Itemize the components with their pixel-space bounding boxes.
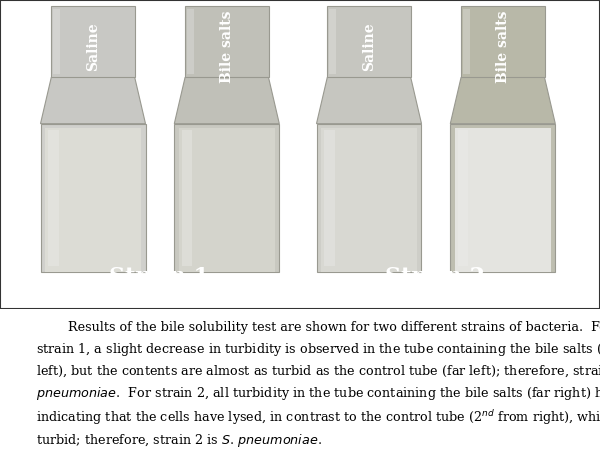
Bar (52, 6, 135, 77)
Bar (324, 130, 335, 266)
Text: Saline: Saline (362, 22, 376, 71)
Text: Saline: Saline (86, 22, 100, 71)
Polygon shape (450, 77, 556, 124)
Bar (461, 6, 545, 77)
Bar (317, 124, 421, 272)
Bar (322, 128, 416, 272)
Bar (41, 124, 146, 272)
Text: Strain 2: Strain 2 (385, 266, 485, 287)
Bar (174, 124, 279, 272)
Text: Strain 1: Strain 1 (109, 266, 209, 287)
Text: Results of the bile solubility test are shown for two different strains of bacte: Results of the bile solubility test are … (36, 320, 600, 449)
Text: Bile salts: Bile salts (220, 10, 234, 83)
Bar (328, 6, 411, 77)
Bar (185, 6, 269, 77)
Bar (463, 9, 470, 74)
Bar (53, 9, 61, 74)
Polygon shape (174, 77, 280, 124)
Bar (458, 130, 469, 266)
Bar (46, 128, 140, 272)
Bar (187, 9, 194, 74)
Polygon shape (41, 77, 146, 124)
Bar (182, 130, 193, 266)
Bar (329, 9, 336, 74)
Bar (179, 128, 275, 272)
Polygon shape (317, 77, 421, 124)
Bar (455, 128, 551, 272)
Bar (450, 124, 556, 272)
Bar (48, 130, 59, 266)
Text: Bile salts: Bile salts (496, 10, 510, 83)
